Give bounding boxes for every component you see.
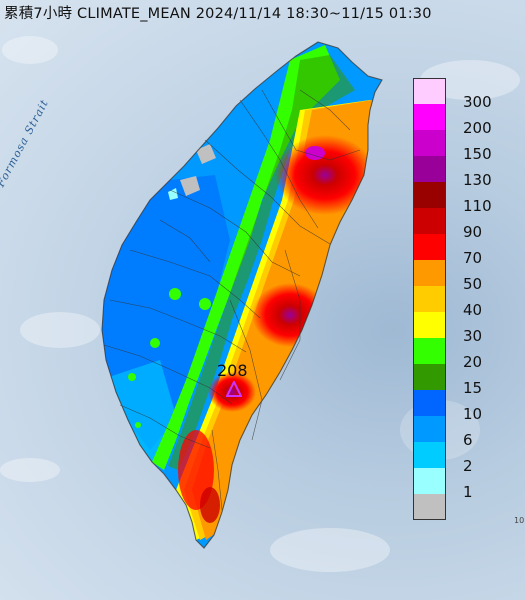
legend-entry: 130 bbox=[413, 156, 513, 189]
legend-swatch bbox=[413, 338, 446, 364]
legend-swatch bbox=[413, 234, 446, 260]
legend-swatch bbox=[413, 156, 446, 182]
legend-swatch bbox=[413, 130, 446, 156]
legend-entry: 300 bbox=[413, 78, 513, 111]
legend-entry: 110 bbox=[413, 182, 513, 215]
rainfall-legend: 300 200 150 130 110 90 70 50 40 30 20 15 10 6 2 1 bbox=[413, 78, 513, 520]
legend-swatch bbox=[413, 104, 446, 130]
legend-entry: 1 bbox=[413, 468, 513, 501]
legend-entry: 15 bbox=[413, 364, 513, 397]
legend-swatch bbox=[413, 286, 446, 312]
legend-label: 1 bbox=[463, 483, 473, 501]
legend-label: 300 bbox=[463, 93, 492, 111]
legend-swatch bbox=[413, 78, 446, 104]
legend-entry: 20 bbox=[413, 338, 513, 371]
map-title: 累積7小時 CLIMATE_MEAN 2024/11/14 18:30~11/1… bbox=[4, 6, 432, 22]
max-rainfall-triangle-icon bbox=[226, 381, 242, 397]
legend-label: 70 bbox=[463, 249, 483, 267]
legend-label: 2 bbox=[463, 457, 473, 475]
legend-label: 110 bbox=[463, 197, 492, 215]
legend-entry: 70 bbox=[413, 234, 513, 267]
legend-swatch bbox=[413, 416, 446, 442]
legend-entry: 50 bbox=[413, 260, 513, 293]
legend-swatch bbox=[413, 442, 446, 468]
legend-label: 10 bbox=[463, 405, 483, 423]
legend-entry: 40 bbox=[413, 286, 513, 319]
legend-label: 20 bbox=[463, 353, 483, 371]
island-rainfall bbox=[102, 42, 382, 548]
legend-entry: 6 bbox=[413, 416, 513, 449]
legend-swatch bbox=[413, 364, 446, 390]
edge-tick-label: 10 bbox=[514, 516, 525, 525]
max-rainfall-label: 208 bbox=[217, 361, 248, 380]
legend-label: 6 bbox=[463, 431, 473, 449]
legend-entry: 90 bbox=[413, 208, 513, 241]
legend-swatch bbox=[413, 312, 446, 338]
legend-swatch bbox=[413, 182, 446, 208]
legend-entry: 150 bbox=[413, 130, 513, 163]
legend-label: 200 bbox=[463, 119, 492, 137]
legend-label: 150 bbox=[463, 145, 492, 163]
legend-entry: 2 bbox=[413, 442, 513, 475]
legend-label: 50 bbox=[463, 275, 483, 293]
legend-swatch bbox=[413, 260, 446, 286]
legend-label: 130 bbox=[463, 171, 492, 189]
legend-entry: 10 bbox=[413, 390, 513, 423]
legend-swatch bbox=[413, 208, 446, 234]
legend-entry: 200 bbox=[413, 104, 513, 137]
legend-label: 15 bbox=[463, 379, 483, 397]
legend-swatch bbox=[413, 390, 446, 416]
legend-swatch bbox=[413, 494, 446, 520]
legend-label: 40 bbox=[463, 301, 483, 319]
boundary-lines bbox=[101, 41, 383, 549]
legend-swatch bbox=[413, 468, 446, 494]
legend-label: 90 bbox=[463, 223, 483, 241]
legend-entry bbox=[413, 494, 513, 520]
legend-label: 30 bbox=[463, 327, 483, 345]
legend-entry: 30 bbox=[413, 312, 513, 345]
